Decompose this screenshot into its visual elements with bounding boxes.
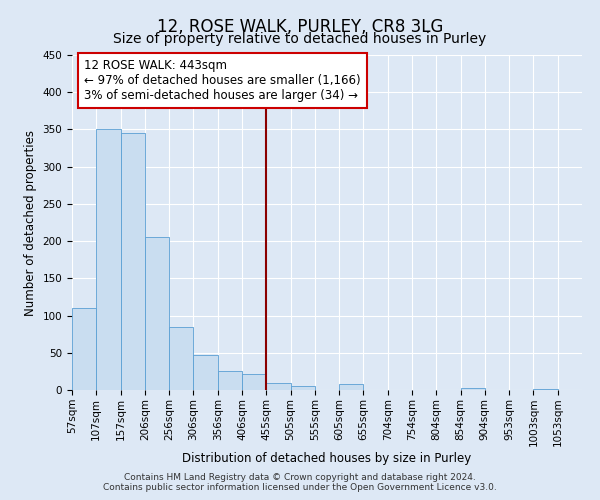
Bar	[96, 130, 121, 390]
Bar	[169, 326, 193, 390]
X-axis label: Distribution of detached houses by size in Purley: Distribution of detached houses by size …	[182, 452, 472, 465]
Bar	[266, 382, 290, 390]
Y-axis label: Number of detached properties: Number of detached properties	[24, 130, 37, 316]
Bar	[72, 308, 96, 390]
Bar	[339, 384, 364, 390]
Text: Size of property relative to detached houses in Purley: Size of property relative to detached ho…	[113, 32, 487, 46]
Text: Contains HM Land Registry data © Crown copyright and database right 2024.
Contai: Contains HM Land Registry data © Crown c…	[103, 473, 497, 492]
Bar	[461, 388, 485, 390]
Bar	[193, 355, 218, 390]
Bar	[121, 133, 145, 390]
Bar	[533, 388, 558, 390]
Bar	[290, 386, 315, 390]
Bar	[218, 372, 242, 390]
Text: 12, ROSE WALK, PURLEY, CR8 3LG: 12, ROSE WALK, PURLEY, CR8 3LG	[157, 18, 443, 36]
Bar	[145, 238, 169, 390]
Bar	[242, 374, 266, 390]
Text: 12 ROSE WALK: 443sqm
← 97% of detached houses are smaller (1,166)
3% of semi-det: 12 ROSE WALK: 443sqm ← 97% of detached h…	[84, 58, 361, 102]
